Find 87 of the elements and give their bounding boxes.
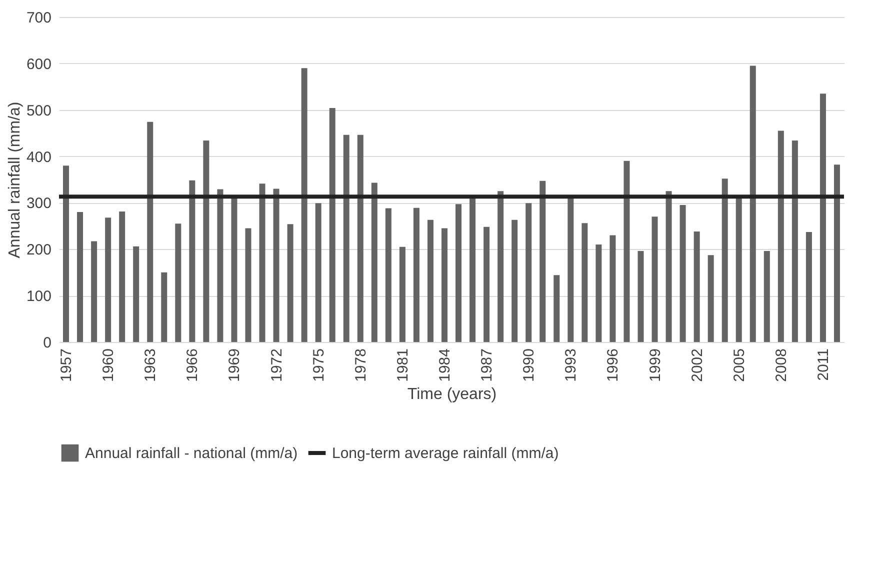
bar [778,130,784,342]
x-tick-label: 2008 [772,348,790,382]
bar [484,226,490,342]
bar [161,272,168,342]
y-tick-label: 700 [26,10,52,26]
bar [750,66,756,342]
bar [722,178,728,342]
bar [498,191,504,342]
x-tick-label: 1990 [520,348,538,382]
bar [582,223,588,342]
bar [217,189,224,342]
y-tick-label: 0 [43,334,52,352]
y-tick-label: 300 [26,195,52,212]
bar [175,224,182,342]
bar [343,134,350,342]
bar [526,203,532,342]
bar [596,244,602,342]
bar [259,184,266,342]
bar [105,218,112,342]
x-tick-label: 1972 [268,348,286,382]
x-tick-label: 1993 [562,348,580,382]
x-tick-label: 2002 [688,348,706,382]
bar [133,246,140,342]
x-tick-label: 1987 [478,348,496,382]
x-tick-label: 1963 [142,348,160,382]
bar [91,241,98,342]
bar [792,140,798,342]
x-tick-label: 1984 [436,348,454,382]
y-tick-label: 600 [26,56,52,73]
bar [666,191,672,342]
legend-label: Annual rainfall - national (mm/a) [85,445,298,462]
bar [315,203,322,342]
bar [203,140,210,342]
y-tick-label: 200 [26,242,52,259]
bar [147,122,154,342]
bar [427,220,434,342]
x-tick-label: 1981 [394,348,412,382]
bar [708,255,714,342]
bar [245,228,252,342]
bar [568,197,574,342]
x-tick-label: 1999 [646,348,664,382]
bar [63,166,70,342]
bar [371,182,378,342]
bar [77,212,84,342]
y-tick-label: 500 [26,102,52,120]
bar [638,251,644,342]
bar [399,246,406,342]
x-tick-label: 1978 [352,348,370,382]
bar [680,205,686,342]
bar [512,220,518,342]
x-tick-label: 2011 [814,348,832,381]
legend-label: Long-term average rainfall (mm/a) [332,445,559,462]
bar [652,216,658,342]
bar [301,68,308,342]
bar [540,180,546,342]
bar [189,180,196,342]
bar [273,188,280,342]
bar [736,197,742,342]
bar [624,160,630,342]
bar [554,275,560,342]
bar [357,134,364,342]
x-tick-label: 2005 [730,348,748,382]
bar [834,164,840,342]
x-axis-title: Time (years) [407,386,497,403]
bar [385,208,392,342]
bar [413,208,420,342]
bar [441,228,448,342]
x-tick-label: 1969 [226,348,244,382]
bar [764,251,770,342]
bar [329,108,336,342]
bar [694,232,700,342]
x-tick-label: 1957 [58,348,76,382]
bar [610,235,616,342]
bar [470,197,476,342]
y-axis-title: Annual rainfall (mm/a) [6,102,24,258]
y-tick-label: 100 [26,288,52,306]
y-tick-label: 400 [26,148,52,166]
bar [806,232,812,342]
bar [287,224,294,342]
bar [119,212,126,342]
bar [456,204,462,342]
x-tick-label: 1960 [100,348,118,382]
x-tick-label: 1975 [310,348,328,382]
x-tick-label: 1966 [184,348,202,382]
bar [820,94,826,342]
bar [231,197,238,342]
x-tick-label: 1996 [604,348,622,382]
